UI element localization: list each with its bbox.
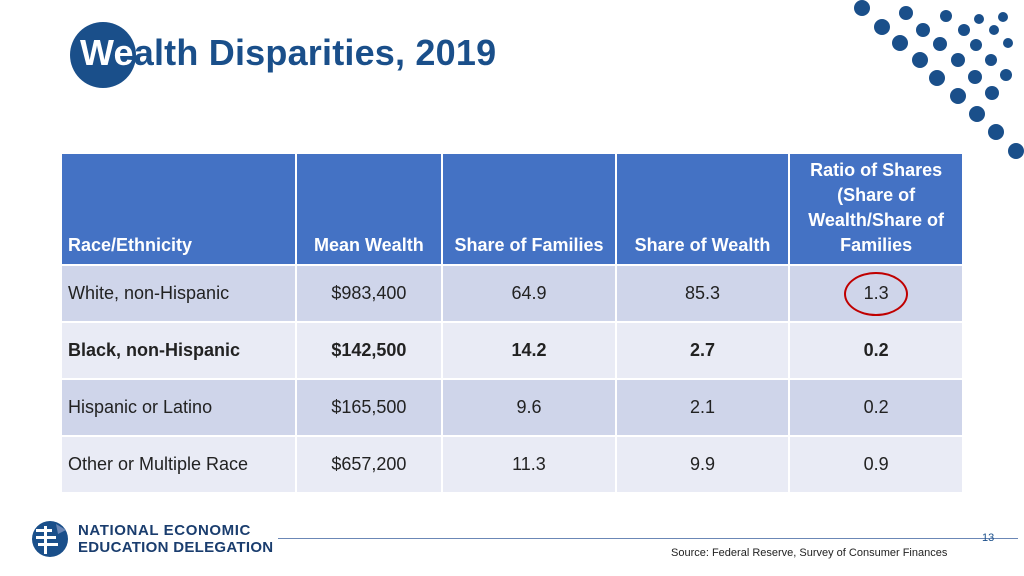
cell-share-families: 9.6 — [443, 380, 615, 435]
cell-share-families: 11.3 — [443, 437, 615, 492]
source-note: Source: Federal Reserve, Survey of Consu… — [671, 547, 948, 559]
wealth-table: Race/Ethnicity Mean Wealth Share of Fami… — [60, 152, 964, 494]
table-row: Black, non-Hispanic $142,500 14.2 2.7 0.… — [62, 323, 962, 378]
cell-share-wealth: 2.7 — [616, 323, 789, 378]
cell-race: Other or Multiple Race — [62, 437, 295, 492]
header-race: Race/Ethnicity — [62, 154, 295, 264]
title-circle-accent — [70, 22, 136, 88]
title-rest-text: alth Disparities, 2019 — [133, 32, 497, 73]
cell-share-families: 14.2 — [443, 323, 615, 378]
cell-share-families: 64.9 — [443, 266, 615, 321]
globe-flag-icon — [32, 521, 68, 557]
cell-race: Hispanic or Latino — [62, 380, 295, 435]
highlight-circle — [844, 271, 909, 316]
logo-line1: NATIONAL ECONOMIC — [78, 522, 251, 539]
need-logo: NATIONAL ECONOMIC EDUCATION DELEGATION — [30, 518, 274, 560]
header-mean-wealth: Mean Wealth — [296, 154, 442, 264]
cell-ratio: 0.2 — [790, 380, 962, 435]
cell-race: White, non-Hispanic — [62, 266, 295, 321]
title-accent-text: We — [80, 32, 134, 73]
cell-race: Black, non-Hispanic — [62, 323, 295, 378]
cell-mean-wealth: $165,500 — [296, 380, 442, 435]
table-header-row: Race/Ethnicity Mean Wealth Share of Fami… — [62, 154, 962, 264]
cell-mean-wealth: $983,400 — [296, 266, 442, 321]
header-share-families: Share of Families — [443, 154, 615, 264]
header-ratio: Ratio of Shares (Share of Wealth/Share o… — [790, 154, 962, 264]
page-number: 13 — [982, 532, 995, 544]
header-share-wealth: Share of Wealth — [616, 154, 789, 264]
footer-divider — [278, 538, 1018, 539]
cell-share-wealth: 9.9 — [616, 437, 789, 492]
title-text: Wealth Disparities, 2019 — [80, 32, 496, 74]
table-row: Hispanic or Latino $165,500 9.6 2.1 0.2 — [62, 380, 962, 435]
cell-share-wealth: 85.3 — [616, 266, 789, 321]
cell-share-wealth: 2.1 — [616, 380, 789, 435]
decorative-dots — [854, 0, 1024, 159]
table-row: White, non-Hispanic $983,400 64.9 85.3 1… — [62, 266, 962, 321]
cell-ratio: 0.2 — [790, 323, 962, 378]
cell-mean-wealth: $657,200 — [296, 437, 442, 492]
table-row: Other or Multiple Race $657,200 11.3 9.9… — [62, 437, 962, 492]
logo-line2: EDUCATION DELEGATION — [78, 539, 274, 556]
cell-ratio: 0.9 — [790, 437, 962, 492]
cell-ratio: 1.3 — [790, 266, 962, 321]
cell-mean-wealth: $142,500 — [296, 323, 442, 378]
